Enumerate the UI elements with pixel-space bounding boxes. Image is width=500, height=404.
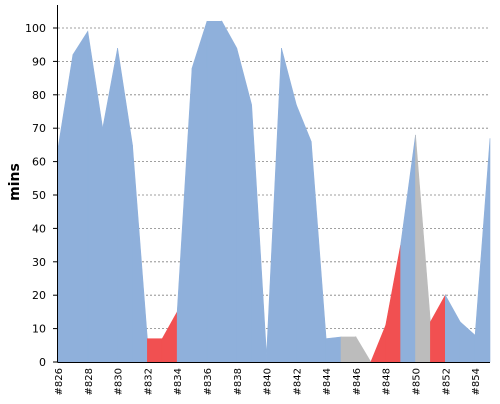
y-tick-label: 100	[25, 22, 46, 35]
area-segment-build-838	[221, 20, 238, 363]
y-tick-label: 20	[32, 289, 46, 302]
area-segment-build-847	[355, 335, 372, 363]
area-segment-build-850	[400, 134, 416, 363]
x-tick-label: #830	[114, 368, 125, 395]
x-tick-label: #850	[412, 368, 423, 395]
x-tick-label: #848	[382, 368, 393, 395]
x-tick-label: #832	[143, 368, 154, 395]
area-segment-build-833	[147, 338, 163, 363]
y-tick-labels: 0 10 20 30 40 50 60 70 80 90 100	[25, 22, 58, 369]
area-segment-build-846	[340, 336, 357, 363]
y-tick-label: 0	[39, 356, 46, 369]
y-tick-label: 30	[32, 256, 46, 269]
y-tick-label: 10	[32, 323, 46, 336]
y-tick-label: 70	[32, 122, 46, 135]
area-layer	[57, 20, 491, 363]
area-segment-build-848	[370, 325, 387, 363]
area-segment-build-853	[445, 294, 461, 363]
y-tick-label: 40	[32, 222, 46, 235]
area-segment-build-855	[474, 138, 491, 363]
area-segment-build-834	[161, 310, 178, 363]
x-tick-label: #852	[441, 368, 452, 395]
area-segment-build-843	[296, 104, 312, 363]
area-segment-build-844	[310, 141, 327, 363]
y-tick-label: 80	[32, 89, 46, 102]
area-segment-build-836	[191, 21, 208, 363]
area-segment-build-840	[251, 104, 267, 363]
x-tick-labels: #826 #828 #830 #832 #834 #836 #838 #840 #842 #844…	[54, 368, 482, 395]
y-tick-label: 60	[32, 156, 46, 169]
area-segment-build-849	[385, 245, 401, 363]
area-segment-build-829	[87, 31, 103, 363]
x-tick-label: #844	[322, 368, 333, 395]
area-segment-build-842	[281, 47, 297, 363]
axis-layer	[57, 5, 490, 363]
y-tick-label: 90	[32, 55, 46, 68]
x-tick-label: #842	[292, 368, 303, 395]
x-tick-label: #840	[263, 368, 274, 395]
x-tick-label: #828	[84, 368, 95, 395]
area-segment-build-832	[132, 144, 148, 363]
area-segment-build-851	[415, 134, 431, 363]
x-tick-label: #838	[233, 368, 244, 395]
area-segment-build-828	[72, 30, 89, 363]
area-segment-build-852	[430, 294, 446, 363]
area-segment-build-839	[236, 47, 252, 363]
x-tick-label: #834	[173, 368, 184, 395]
area-segment-build-835	[176, 68, 193, 363]
area-segment-build-854	[459, 321, 476, 363]
y-tick-label: 50	[32, 189, 46, 202]
x-tick-label: #836	[203, 368, 214, 395]
area-segment-build-830	[102, 47, 118, 363]
area-segment-build-837	[206, 21, 223, 363]
x-tick-label: #846	[352, 368, 363, 395]
x-tick-label: #826	[54, 368, 65, 395]
area-segment-build-845	[325, 336, 342, 363]
y-axis-label: mins	[7, 163, 23, 201]
x-tick-label: #854	[471, 368, 482, 395]
area-segment-build-827	[57, 54, 74, 363]
